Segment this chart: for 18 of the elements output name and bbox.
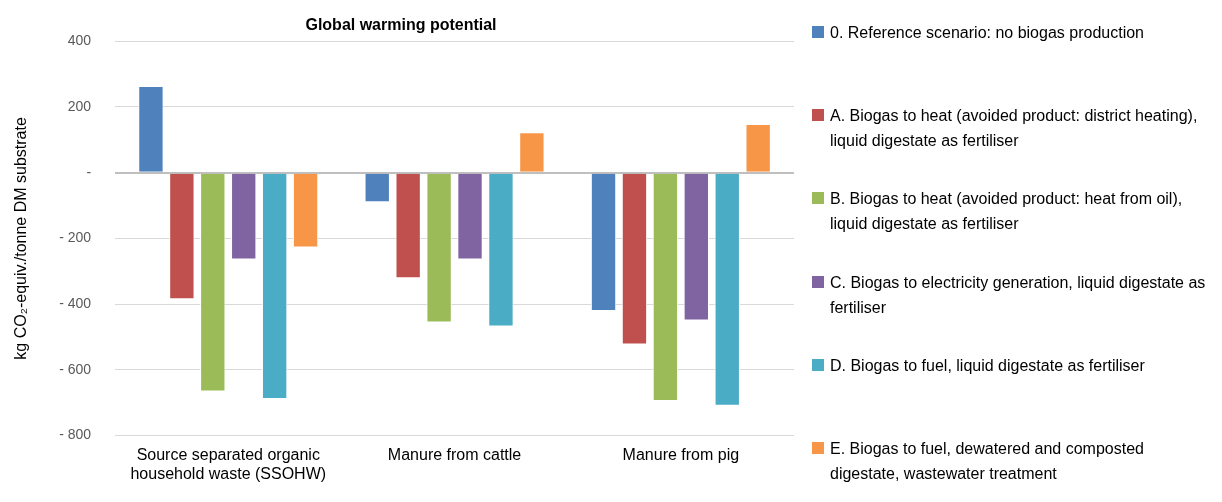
y-tick-label: - [86, 163, 92, 180]
x-tick-label: Manure from pig [622, 445, 740, 463]
y-tick-label: - 200 [59, 229, 92, 246]
legend-label: 0. Reference scenario: no biogas production [830, 23, 1144, 43]
legend-label: D. Biogas to fuel, liquid digestate as fertiliser [830, 355, 1145, 376]
y-axis-title: kg CO₂-equiv./tonne DM substrate [12, 117, 30, 360]
legend-label: A. Biogas to heat (avoided product: district heating), liquid digestate as fertiliser [830, 106, 1199, 152]
x-tick-label: Source separated organic household waste (SSOHW) [130, 445, 327, 482]
chart-title: Global warming potential [305, 16, 497, 34]
legend-label: C. Biogas to electricity generation, liquid digestate as fertiliser [830, 272, 1207, 318]
y-tick-label: - 800 [59, 426, 92, 443]
legend-label: B. Biogas to heat (avoided product: heat from oil), liquid digestate as fertiliser [830, 189, 1184, 235]
legend-label: E. Biogas to fuel, dewatered and composted digestate, wastewater treatment [830, 438, 1145, 484]
y-tick-label: - 400 [59, 294, 92, 311]
y-tick-label: 400 [67, 32, 92, 49]
x-tick-label: Manure from cattle [387, 445, 522, 463]
y-tick-label: 200 [67, 97, 92, 114]
y-tick-label: - 600 [59, 360, 92, 377]
